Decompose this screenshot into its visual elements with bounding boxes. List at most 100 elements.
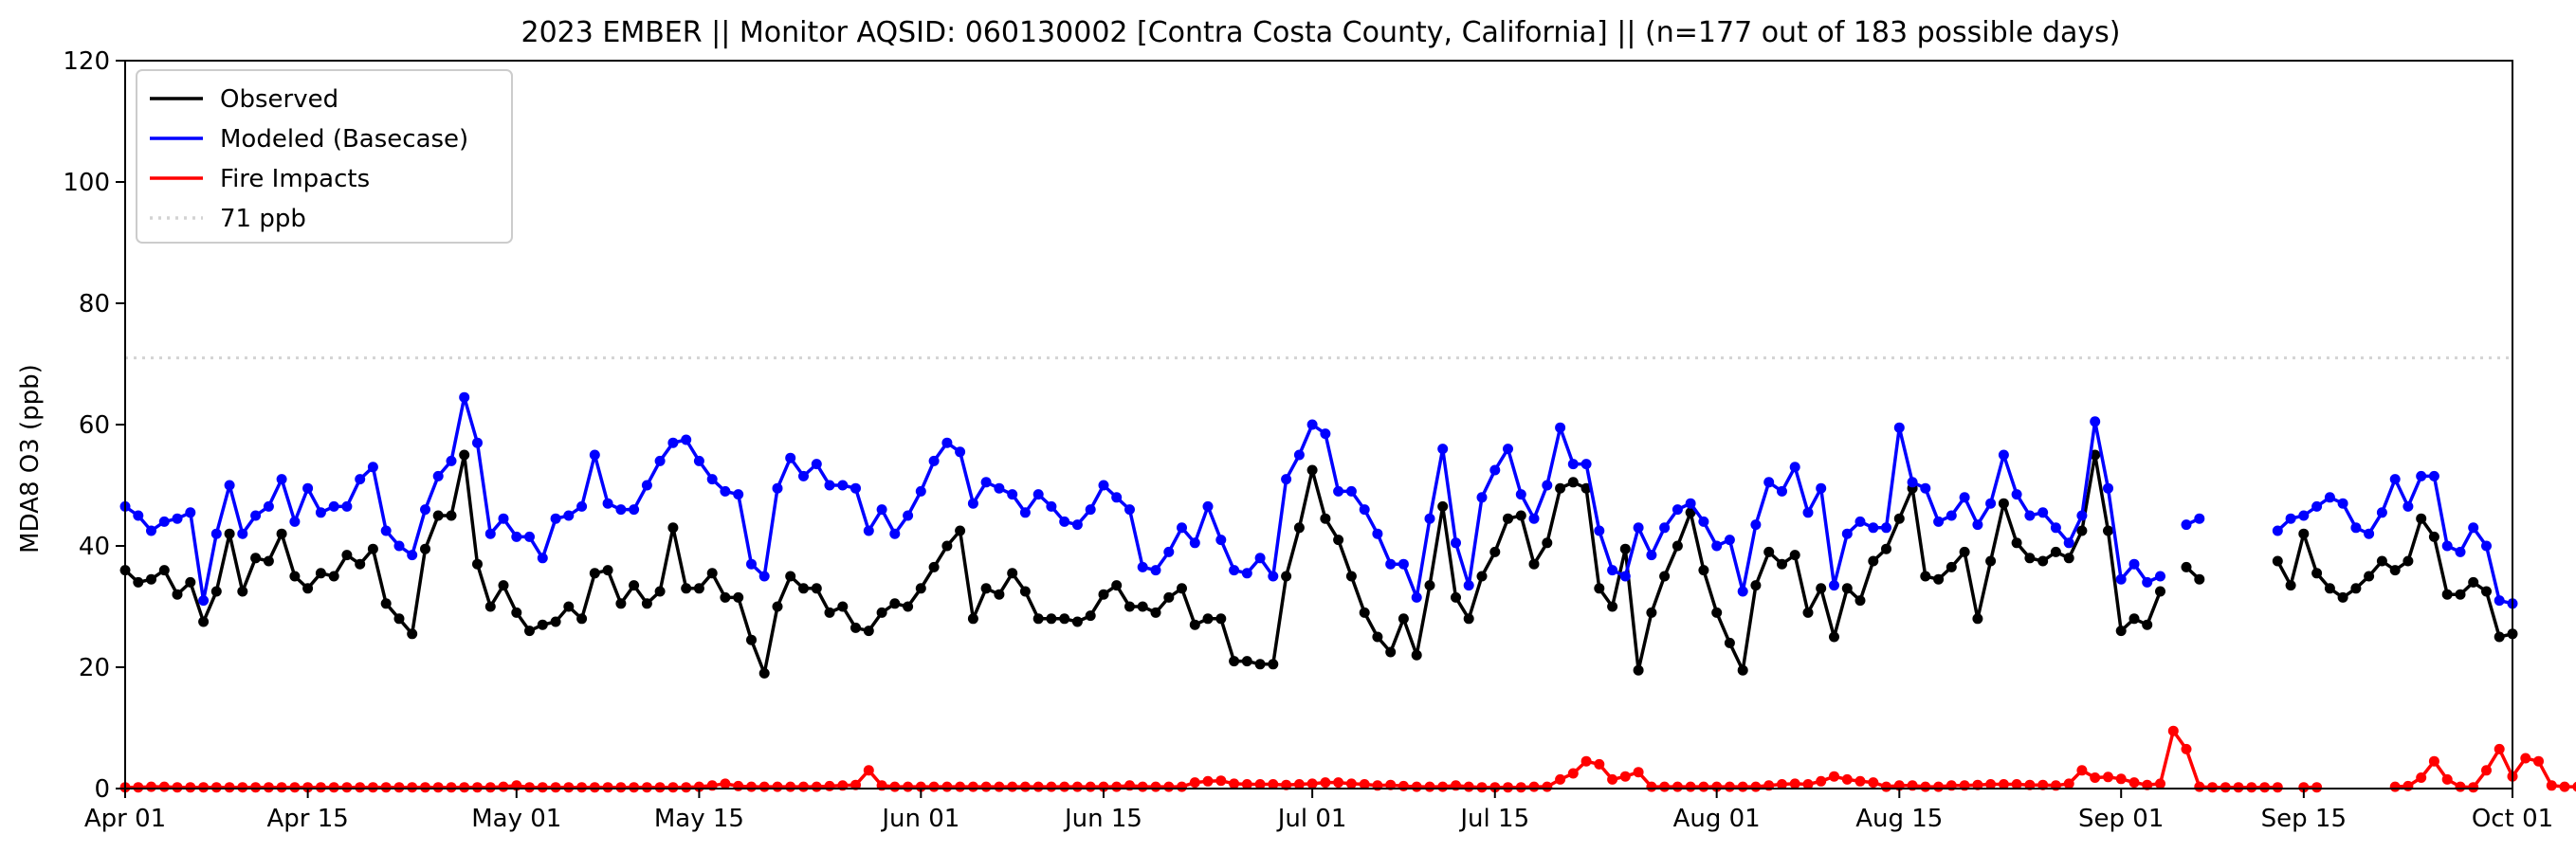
- data-point: [498, 513, 509, 524]
- x-tick-label: Aug 15: [1855, 805, 1943, 833]
- data-point: [928, 455, 940, 466]
- data-point: [432, 470, 444, 481]
- data-point: [2350, 583, 2362, 594]
- legend: Observed Modeled (Basecase) Fire Impacts 71…: [136, 69, 513, 244]
- data-point: [928, 561, 940, 572]
- data-point: [1567, 459, 1579, 470]
- data-point: [746, 634, 757, 645]
- data-point: [1594, 758, 1605, 770]
- data-point: [185, 507, 196, 518]
- data-point: [1503, 513, 1513, 524]
- data-point: [1345, 571, 1357, 582]
- data-point: [2076, 765, 2088, 776]
- data-point: [1345, 778, 1357, 789]
- data-point: [1724, 781, 1735, 792]
- data-point: [1985, 555, 1997, 567]
- data-point: [1841, 528, 1853, 539]
- data-point: [903, 781, 914, 792]
- data-point: [733, 591, 744, 603]
- data-point: [1137, 781, 1148, 792]
- data-point: [1868, 555, 1879, 567]
- data-point: [889, 598, 901, 609]
- data-point: [250, 510, 262, 521]
- data-point: [1515, 510, 1526, 521]
- data-point: [1868, 777, 1879, 789]
- axes: 0 20 40 60 80 100 120 Apr 01 Apr 15 May 01 May 15 J…: [63, 47, 2553, 833]
- data-point: [1489, 782, 1501, 793]
- data-point: [641, 480, 652, 491]
- data-point: [772, 482, 783, 494]
- data-point: [1920, 571, 1931, 582]
- data-point: [2494, 595, 2505, 607]
- data-point: [133, 576, 144, 588]
- data-point: [2428, 470, 2439, 481]
- data-point: [1385, 646, 1397, 658]
- data-point: [2285, 580, 2296, 591]
- data-point: [1268, 779, 1279, 789]
- data-point: [2194, 573, 2205, 585]
- data-point: [1215, 613, 1227, 625]
- data-point: [524, 626, 535, 637]
- data-point: [1202, 500, 1214, 512]
- data-point: [1881, 522, 1891, 534]
- data-point: [1163, 781, 1175, 792]
- data-point: [681, 434, 692, 445]
- series-line: [125, 729, 2278, 789]
- data-point: [1567, 768, 1579, 779]
- data-point: [955, 446, 966, 458]
- data-point: [1385, 558, 1397, 570]
- data-point: [1868, 522, 1879, 534]
- data-point: [1293, 779, 1305, 789]
- data-point: [1032, 781, 1044, 792]
- data-point: [1111, 492, 1123, 503]
- data-point: [629, 580, 640, 591]
- data-point: [2272, 782, 2283, 793]
- data-point: [446, 455, 457, 466]
- data-point: [472, 782, 483, 793]
- data-point: [524, 531, 535, 542]
- data-point: [263, 555, 274, 567]
- data-point: [1737, 586, 1748, 597]
- data-point: [1763, 477, 1775, 488]
- x-tick-label: Sep 01: [2078, 805, 2164, 833]
- data-point: [1059, 781, 1070, 792]
- data-point: [1777, 558, 1787, 570]
- data-point: [2389, 565, 2401, 576]
- data-point: [1881, 781, 1891, 792]
- data-point: [1007, 781, 1018, 792]
- data-point: [1137, 601, 1148, 612]
- data-point: [472, 437, 483, 448]
- data-point: [1019, 781, 1031, 792]
- data-point: [1789, 550, 1800, 561]
- data-point: [1268, 659, 1279, 670]
- data-point: [746, 781, 757, 792]
- data-point: [1972, 779, 1983, 790]
- legend-box: [136, 69, 513, 244]
- data-point: [367, 782, 378, 793]
- data-point: [263, 782, 274, 793]
- data-point: [2546, 780, 2557, 791]
- y-tick-label: 0: [94, 775, 110, 804]
- data-point: [1907, 477, 1918, 488]
- data-point: [2050, 522, 2061, 534]
- data-point: [2142, 576, 2153, 588]
- data-point: [1646, 550, 1657, 561]
- data-point: [1594, 583, 1605, 594]
- data-point: [1085, 504, 1096, 516]
- data-point: [1333, 535, 1344, 546]
- data-point: [420, 504, 430, 516]
- data-point: [1189, 777, 1200, 789]
- data-point: [393, 613, 405, 625]
- x-tick-label: Jun 15: [1063, 805, 1142, 833]
- data-point: [198, 616, 210, 627]
- data-point: [563, 601, 575, 612]
- data-point: [2311, 782, 2323, 793]
- data-point: [733, 780, 744, 791]
- data-point: [576, 613, 588, 625]
- data-point: [1293, 522, 1305, 534]
- data-point: [1463, 781, 1474, 792]
- data-point: [472, 558, 483, 570]
- data-point: [1476, 492, 1488, 503]
- data-point: [1111, 580, 1123, 591]
